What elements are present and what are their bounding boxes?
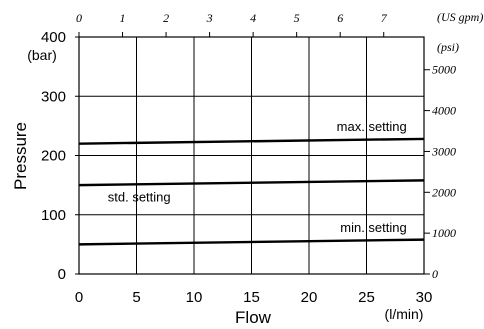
- y2-tick-label: 2000: [432, 185, 456, 199]
- x2-axis-unit: (US gpm): [437, 10, 483, 24]
- y2-tick-label: 3000: [431, 144, 456, 158]
- x-tick-label: 15: [243, 289, 260, 306]
- y-tick-label: 400: [41, 29, 66, 46]
- series: [78, 137, 425, 246]
- x2-tick-label: 1: [120, 11, 126, 25]
- x2-tick-label: 7: [381, 11, 388, 25]
- series-label: min. setting: [340, 220, 406, 235]
- y-tick-label: 300: [41, 88, 66, 105]
- x-tick-label: 30: [416, 289, 433, 306]
- x-axis-unit: (l/min): [385, 306, 424, 322]
- y2-tick-label: 4000: [432, 104, 456, 118]
- y2-axis-unit: (psi): [437, 40, 459, 54]
- x2-tick-label: 3: [206, 11, 213, 25]
- x2-tick-label: 6: [337, 11, 343, 25]
- y2-tick-label: 5000: [432, 63, 456, 77]
- x-tick-label: 25: [358, 289, 375, 306]
- x2-tick-label: 2: [163, 11, 169, 25]
- y-axis-unit: (bar): [27, 47, 57, 63]
- x2-tick-label: 0: [76, 11, 82, 25]
- x-axis-title: Flow: [235, 308, 272, 327]
- x-tick-label: 5: [132, 289, 140, 306]
- series-line: [78, 179, 425, 187]
- y-axis-title: Pressure: [11, 122, 30, 190]
- x-tick-label: 10: [186, 289, 203, 306]
- grid: [79, 37, 424, 274]
- ticks: [75, 32, 430, 275]
- x2-tick-label: 4: [250, 11, 256, 25]
- x-tick-label: 0: [75, 289, 83, 306]
- series-line: [78, 238, 425, 246]
- series-label: max. setting: [337, 119, 407, 134]
- y2-tick-label: 0: [432, 267, 438, 281]
- y-tick-label: 100: [41, 207, 66, 224]
- series-label: std. setting: [108, 190, 171, 205]
- y2-tick-label: 1000: [432, 226, 456, 240]
- x-tick-label: 20: [301, 289, 318, 306]
- y-tick-label: 200: [41, 148, 66, 165]
- x2-tick-label: 5: [294, 11, 300, 25]
- series-line: [78, 137, 425, 145]
- y-tick-label: 0: [58, 266, 66, 283]
